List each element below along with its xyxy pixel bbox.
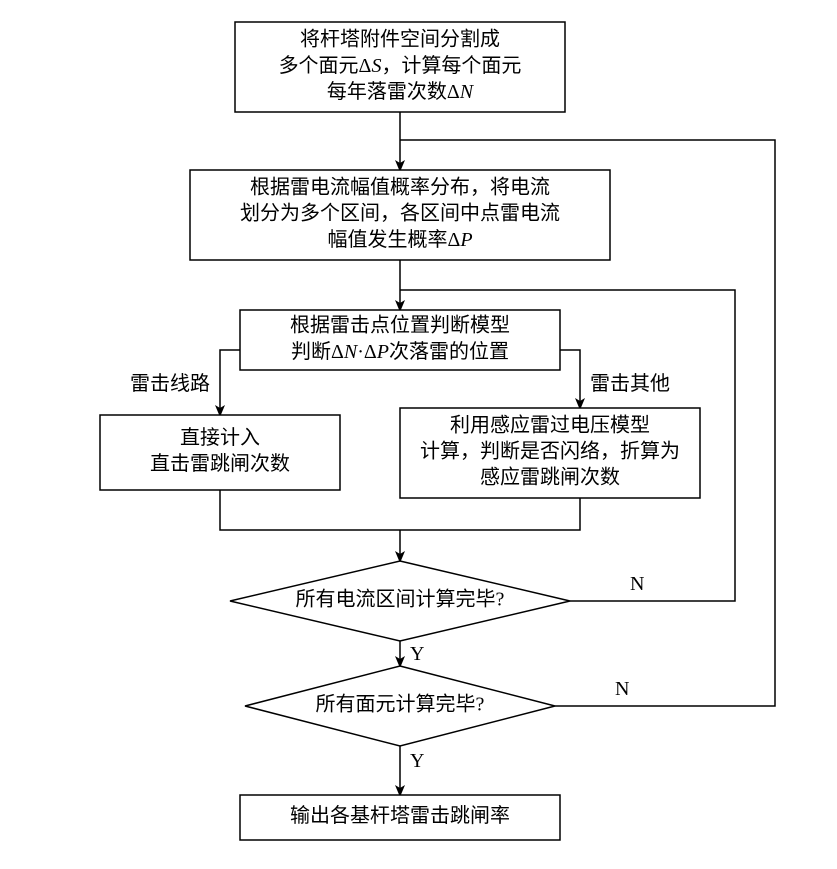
node-n4: 直接计入直击雷跳闸次数 — [100, 415, 340, 490]
node-d2: 所有面元计算完毕? — [245, 666, 555, 746]
node-text-line: 输出各基杆塔雷击跳闸率 — [290, 804, 510, 827]
edge — [560, 350, 580, 408]
node-text-line: 判断ΔN·ΔP次落雷的位置 — [291, 340, 509, 363]
node-text-line: 直击雷跳闸次数 — [150, 452, 290, 475]
label-d1_n: N — [630, 573, 644, 595]
node-text-line: 所有电流区间计算完毕? — [296, 588, 505, 611]
node-n3: 根据雷击点位置判断模型判断ΔN·ΔP次落雷的位置 — [240, 310, 560, 370]
node-n1: 将杆塔附件空间分割成多个面元ΔS，计算每个面元每年落雷次数ΔN — [235, 22, 565, 112]
node-n2: 根据雷电流幅值概率分布，将电流划分为多个区间，各区间中点雷电流幅值发生概率ΔP — [190, 170, 610, 260]
label-d2_y: Y — [410, 750, 424, 772]
node-text-line: 每年落雷次数ΔN — [327, 80, 475, 103]
node-n6: 输出各基杆塔雷击跳闸率 — [240, 795, 560, 840]
flowchart-svg: 将杆塔附件空间分割成多个面元ΔS，计算每个面元每年落雷次数ΔN 根据雷电流幅值概率… — [0, 0, 837, 869]
node-n5: 利用感应雷过电压模型计算，判断是否闪络，折算为感应雷跳闸次数 — [400, 408, 700, 498]
node-text-line: 根据雷击点位置判断模型 — [290, 314, 510, 337]
node-text-line: 根据雷电流幅值概率分布，将电流 — [250, 176, 550, 199]
label-d2_n: N — [615, 678, 629, 700]
label-branch_right: 雷击其他 — [590, 372, 670, 395]
label-d1_y: Y — [410, 643, 424, 665]
node-text-line: 将杆塔附件空间分割成 — [300, 28, 500, 51]
edge — [400, 498, 580, 530]
node-text-line: 感应雷跳闸次数 — [480, 466, 620, 489]
edge — [220, 350, 240, 415]
node-text-line: 划分为多个区间，各区间中点雷电流 — [240, 202, 560, 225]
edge — [220, 490, 400, 530]
label-branch_left: 雷击线路 — [130, 372, 210, 395]
node-d1: 所有电流区间计算完毕? — [230, 561, 570, 641]
node-text-line: 计算，判断是否闪络，折算为 — [420, 440, 680, 463]
node-text-line: 利用感应雷过电压模型 — [450, 414, 650, 437]
node-text-line: 幅值发生概率ΔP — [327, 228, 472, 251]
node-text-line: 直接计入 — [180, 426, 260, 449]
node-text-line: 所有面元计算完毕? — [316, 693, 485, 716]
node-text-line: 多个面元ΔS，计算每个面元 — [279, 54, 522, 77]
